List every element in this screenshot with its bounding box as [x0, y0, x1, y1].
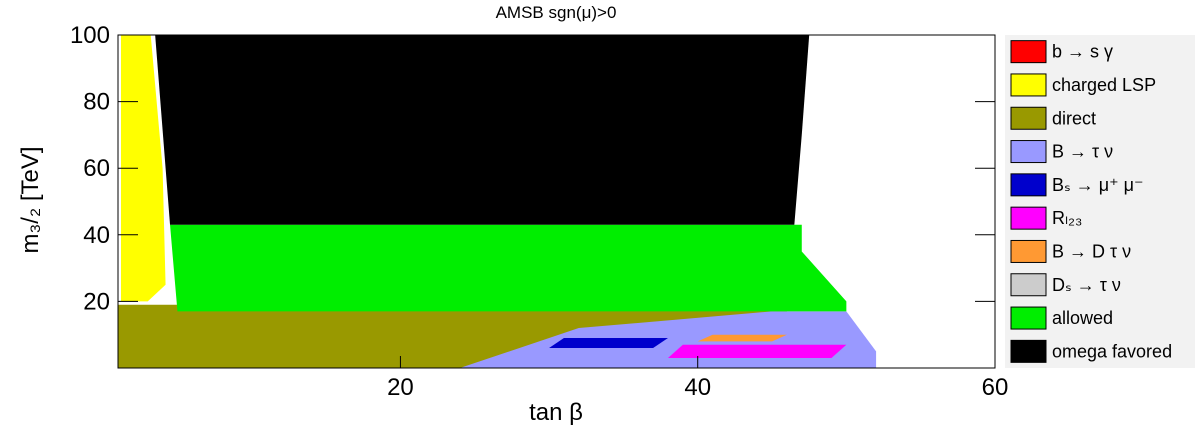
legend-label: Bₛ → μ⁺ μ⁻ — [1052, 175, 1143, 195]
region — [170, 224, 847, 312]
y-tick-label: 60 — [83, 155, 110, 182]
legend-swatch — [1010, 306, 1047, 330]
region — [667, 344, 847, 359]
y-tick-label: 100 — [70, 22, 110, 49]
y-tick-label: 40 — [83, 222, 110, 249]
legend-swatch — [1010, 40, 1047, 64]
chart-title: AMSB sgn(μ)>0 — [496, 3, 617, 22]
plot-frame — [117, 34, 996, 369]
legend-swatch — [1010, 239, 1047, 263]
legend-label: B → τ ν — [1052, 142, 1113, 162]
x-tick-label: 60 — [982, 374, 1009, 401]
region — [155, 35, 810, 225]
legend-swatch — [1010, 173, 1047, 197]
region — [549, 338, 668, 349]
legend-label: omega favored — [1052, 341, 1172, 361]
legend-swatch — [1010, 273, 1047, 297]
legend-label: b → s γ — [1052, 42, 1113, 62]
x-axis-label: tan β — [529, 399, 583, 426]
x-tick-label: 20 — [387, 374, 414, 401]
legend-swatch — [1010, 339, 1047, 363]
legend-swatch — [1010, 106, 1047, 130]
legend-label: B → D τ ν — [1052, 241, 1131, 261]
legend-label: allowed — [1052, 308, 1113, 328]
legend-label: Dₛ → τ ν — [1052, 275, 1121, 295]
y-tick-label: 80 — [83, 89, 110, 116]
legend-label: charged LSP — [1052, 75, 1156, 95]
y-axis-label: m₃/₂ [TeV] — [17, 146, 44, 253]
legend-swatch — [1010, 206, 1047, 230]
legend-swatch — [1010, 73, 1047, 97]
legend-swatch — [1010, 140, 1047, 164]
legend-label: Rₗ₂₃ — [1052, 208, 1082, 228]
region — [697, 334, 787, 342]
legend-label: direct — [1052, 108, 1096, 128]
x-tick-label: 40 — [684, 374, 711, 401]
y-tick-label: 20 — [83, 288, 110, 315]
